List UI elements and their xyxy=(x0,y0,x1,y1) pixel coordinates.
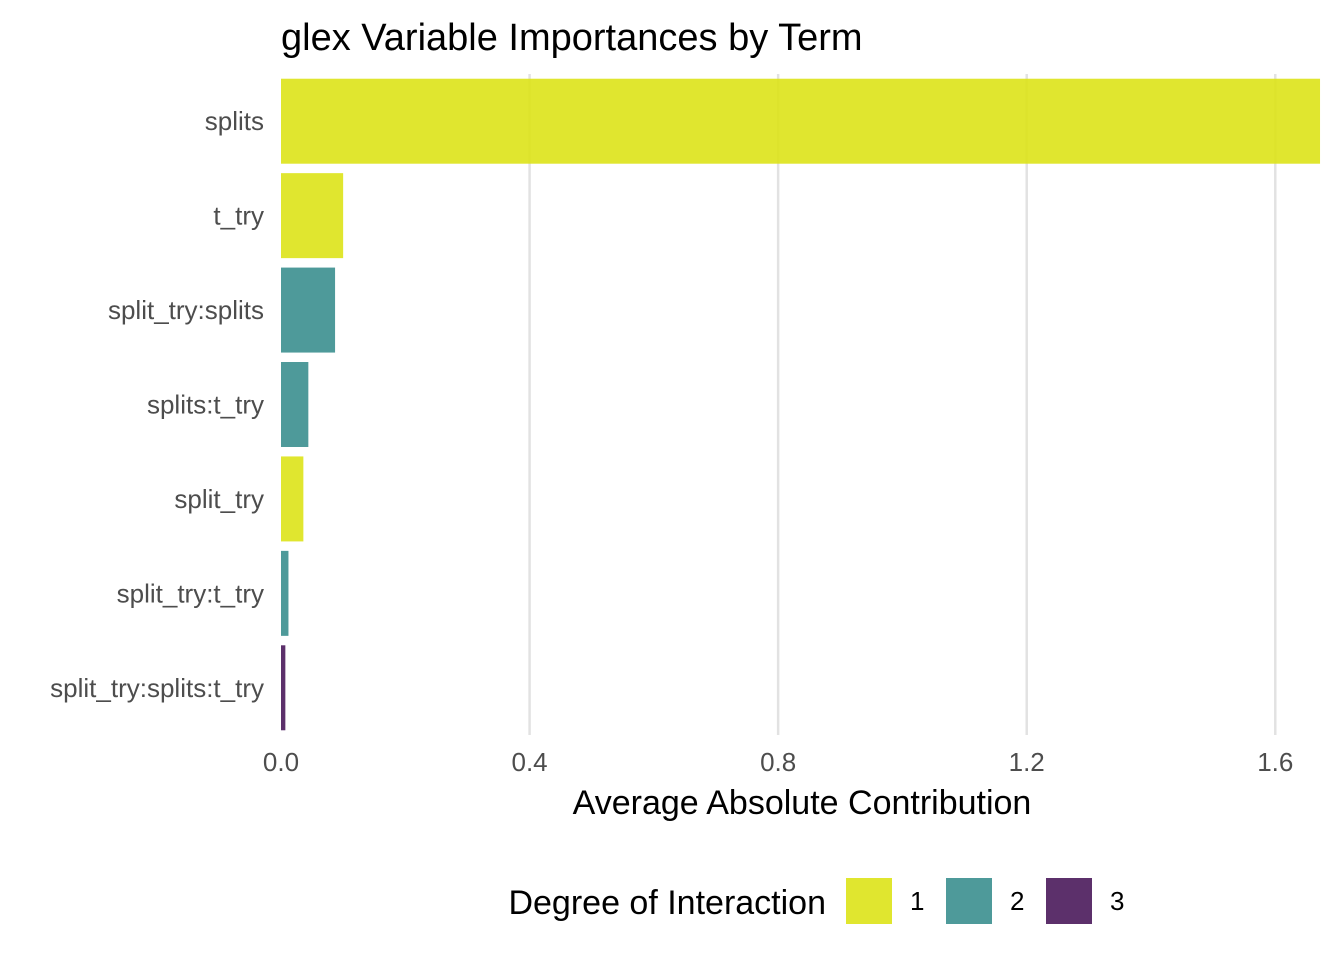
bar-5 xyxy=(281,550,289,636)
x-axis-label: Average Absolute Contribution xyxy=(573,784,1032,822)
bar-1 xyxy=(281,173,344,259)
legend-swatch-2 xyxy=(946,878,992,924)
x-tick-label-0: 0.0 xyxy=(263,747,299,777)
bar-0 xyxy=(281,78,1321,164)
bar-3 xyxy=(281,362,309,447)
x-tick-label-1: 0.4 xyxy=(511,747,547,777)
chart-title: glex Variable Importances by Term xyxy=(281,17,863,59)
y-tick-label-4: split_try xyxy=(174,484,264,514)
bar-2 xyxy=(281,267,336,353)
x-tick-label-3: 1.2 xyxy=(1009,747,1045,777)
legend-label-1: 1 xyxy=(910,886,924,916)
grid xyxy=(528,74,1277,735)
legend: Degree of Interaction 1 2 3 xyxy=(508,878,1124,924)
legend-swatch-1 xyxy=(846,878,892,924)
x-tick-label-4: 1.6 xyxy=(1257,747,1293,777)
y-tick-label-5: split_try:t_try xyxy=(117,578,264,608)
x-tick-label-2: 0.8 xyxy=(760,747,796,777)
legend-label-3: 3 xyxy=(1110,886,1124,916)
legend-title: Degree of Interaction xyxy=(508,884,826,922)
y-tick-label-3: splits:t_try xyxy=(147,390,264,420)
bar-4 xyxy=(281,456,304,542)
legend-label-2: 2 xyxy=(1010,886,1024,916)
bars xyxy=(281,78,1321,731)
y-tick-label-2: split_try:splits xyxy=(108,295,264,325)
y-tick-label-0: splits xyxy=(205,106,264,136)
bar-6 xyxy=(281,645,286,731)
y-axis-labels: splits t_try split_try:splits splits:t_trys… xyxy=(50,106,264,703)
y-tick-label-6: split_try:splits:t_try xyxy=(50,673,264,703)
x-axis-tick-labels: 0.0 0.4 0.8 1.2 1.6 xyxy=(263,747,1293,777)
legend-swatch-3 xyxy=(1046,878,1092,924)
y-tick-label-1: t_try xyxy=(213,201,264,231)
